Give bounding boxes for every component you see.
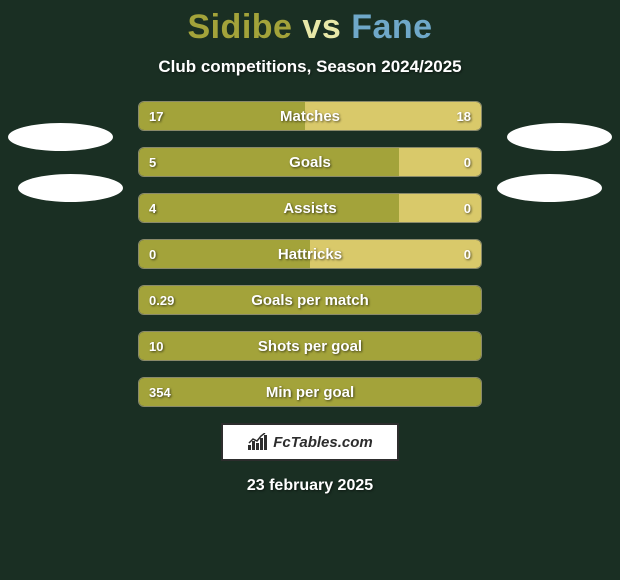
bar-left — [139, 378, 481, 406]
player-badge — [18, 174, 123, 202]
subtitle: Club competitions, Season 2024/2025 — [0, 57, 620, 77]
stat-row: 354Min per goal — [138, 377, 482, 407]
bar-right — [310, 240, 481, 268]
bar-right — [399, 148, 481, 176]
bar-left — [139, 148, 399, 176]
stat-row: 00Hattricks — [138, 239, 482, 269]
player-badge — [497, 174, 602, 202]
bar-right — [399, 194, 481, 222]
logo-text: FcTables.com — [273, 434, 372, 451]
bar-left — [139, 332, 481, 360]
stat-row: 0.29Goals per match — [138, 285, 482, 315]
player-badge — [507, 123, 612, 151]
stat-row: 10Shots per goal — [138, 331, 482, 361]
bar-left — [139, 240, 310, 268]
bar-left — [139, 194, 399, 222]
player-badge — [8, 123, 113, 151]
date-label: 23 february 2025 — [0, 477, 620, 495]
title-player1: Sidibe — [187, 8, 292, 46]
stat-row: 40Assists — [138, 193, 482, 223]
bar-left — [139, 102, 305, 130]
chart-icon — [247, 433, 269, 451]
title-player2: Fane — [351, 8, 432, 46]
title-vs: vs — [302, 8, 341, 46]
stats-container: 1718Matches 50Goals 40Assists 00Hattricks 0.… — [138, 101, 482, 407]
stat-row: 1718Matches — [138, 101, 482, 131]
bar-right — [305, 102, 481, 130]
stat-row: 50Goals — [138, 147, 482, 177]
bar-left — [139, 286, 481, 314]
logo-badge: FcTables.com — [221, 423, 399, 461]
page-title: Sidibe vs Fane — [0, 0, 620, 47]
